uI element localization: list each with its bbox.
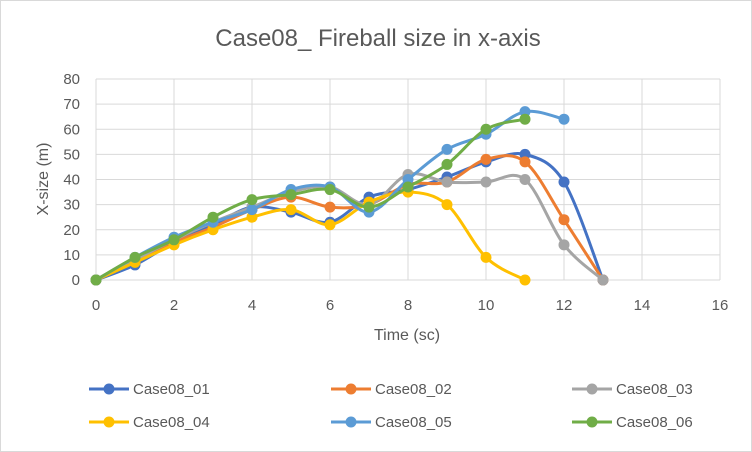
x-tick-label: 12: [556, 297, 573, 314]
data-point: [363, 201, 375, 213]
series-line: [94, 172, 605, 282]
x-tick-label: 6: [326, 297, 334, 314]
data-point: [246, 194, 258, 206]
legend-item: Case08_03: [572, 381, 693, 398]
legend-item: Case08_02: [331, 381, 452, 398]
data-point: [207, 211, 219, 223]
y-tick-label: 0: [72, 272, 80, 289]
series-line: [94, 154, 605, 282]
data-point: [519, 148, 531, 160]
data-point: [324, 219, 336, 231]
data-point: [402, 181, 414, 193]
data-point: [558, 239, 570, 251]
data-point: [597, 274, 609, 286]
data-point: [558, 176, 570, 188]
legend-item: Case08_01: [89, 381, 210, 398]
data-point: [480, 123, 492, 135]
x-tick-label: 8: [404, 297, 412, 314]
legend-label: Case08_04: [133, 414, 210, 431]
legend-label: Case08_03: [616, 381, 693, 398]
data-point: [519, 274, 531, 286]
data-point: [90, 274, 102, 286]
legend-marker: [103, 416, 115, 428]
data-point: [519, 106, 531, 118]
data-point: [480, 176, 492, 188]
data-point: [441, 143, 453, 155]
legend-marker: [345, 383, 357, 395]
y-tick-label: 70: [63, 96, 80, 113]
x-tick-label: 0: [92, 297, 100, 314]
data-point: [441, 176, 453, 188]
x-tick-label: 4: [248, 297, 256, 314]
legend: Case08_01 Case08_02 Case08_03 Case08_04 Case…: [89, 381, 693, 431]
series-Case08_06: [90, 113, 531, 286]
series-layer: [90, 106, 609, 286]
data-point: [519, 174, 531, 185]
series-Case08_02: [90, 153, 609, 286]
data-point: [285, 189, 297, 201]
data-point: [129, 251, 141, 263]
y-tick-label: 40: [63, 172, 80, 189]
x-tick-label: 16: [712, 297, 729, 314]
x-tick-label: 14: [634, 297, 651, 314]
legend-marker: [103, 383, 115, 395]
legend-label: Case08_01: [133, 381, 210, 398]
legend-item: Case08_04: [89, 414, 210, 431]
legend-label: Case08_05: [375, 414, 452, 431]
x-axis-label: Time (sc): [374, 327, 440, 344]
data-point: [246, 204, 258, 216]
data-point: [519, 156, 531, 168]
x-tick-label: 2: [170, 297, 178, 314]
data-point: [168, 234, 180, 246]
y-tick-label: 50: [63, 146, 80, 163]
data-point: [324, 201, 336, 213]
legend-label: Case08_06: [616, 414, 693, 431]
x-tick-label: 10: [478, 297, 495, 314]
data-point: [207, 224, 219, 236]
data-point: [480, 153, 492, 165]
data-point: [558, 214, 570, 226]
data-point: [324, 184, 336, 196]
legend-marker: [345, 416, 357, 428]
y-tick-label: 10: [63, 247, 80, 264]
data-point: [246, 211, 258, 223]
data-point: [558, 113, 570, 125]
data-point: [285, 204, 297, 216]
data-point: [441, 158, 453, 170]
legend-marker: [586, 383, 598, 395]
tick-layer: 0 10 20 30 40 50 60 70 80 0 2 4 6 8 10 12 14 16: [63, 71, 728, 314]
y-tick-label: 30: [63, 197, 80, 214]
legend-label: Case08_02: [375, 381, 452, 398]
y-axis-label: X-size (m): [35, 143, 52, 216]
data-point: [402, 174, 414, 185]
y-tick-label: 80: [63, 71, 80, 88]
data-point: [480, 251, 492, 263]
legend-marker: [586, 416, 598, 428]
legend-item: Case08_06: [572, 414, 693, 431]
legend-item: Case08_05: [331, 414, 452, 431]
y-tick-label: 60: [63, 121, 80, 138]
data-point: [519, 113, 531, 125]
series-Case08_03: [90, 168, 609, 286]
series-line: [94, 190, 527, 282]
chart-title: Case08_ Fireball size in x-axis: [215, 25, 540, 52]
y-tick-label: 20: [63, 222, 80, 239]
data-point: [441, 199, 453, 211]
